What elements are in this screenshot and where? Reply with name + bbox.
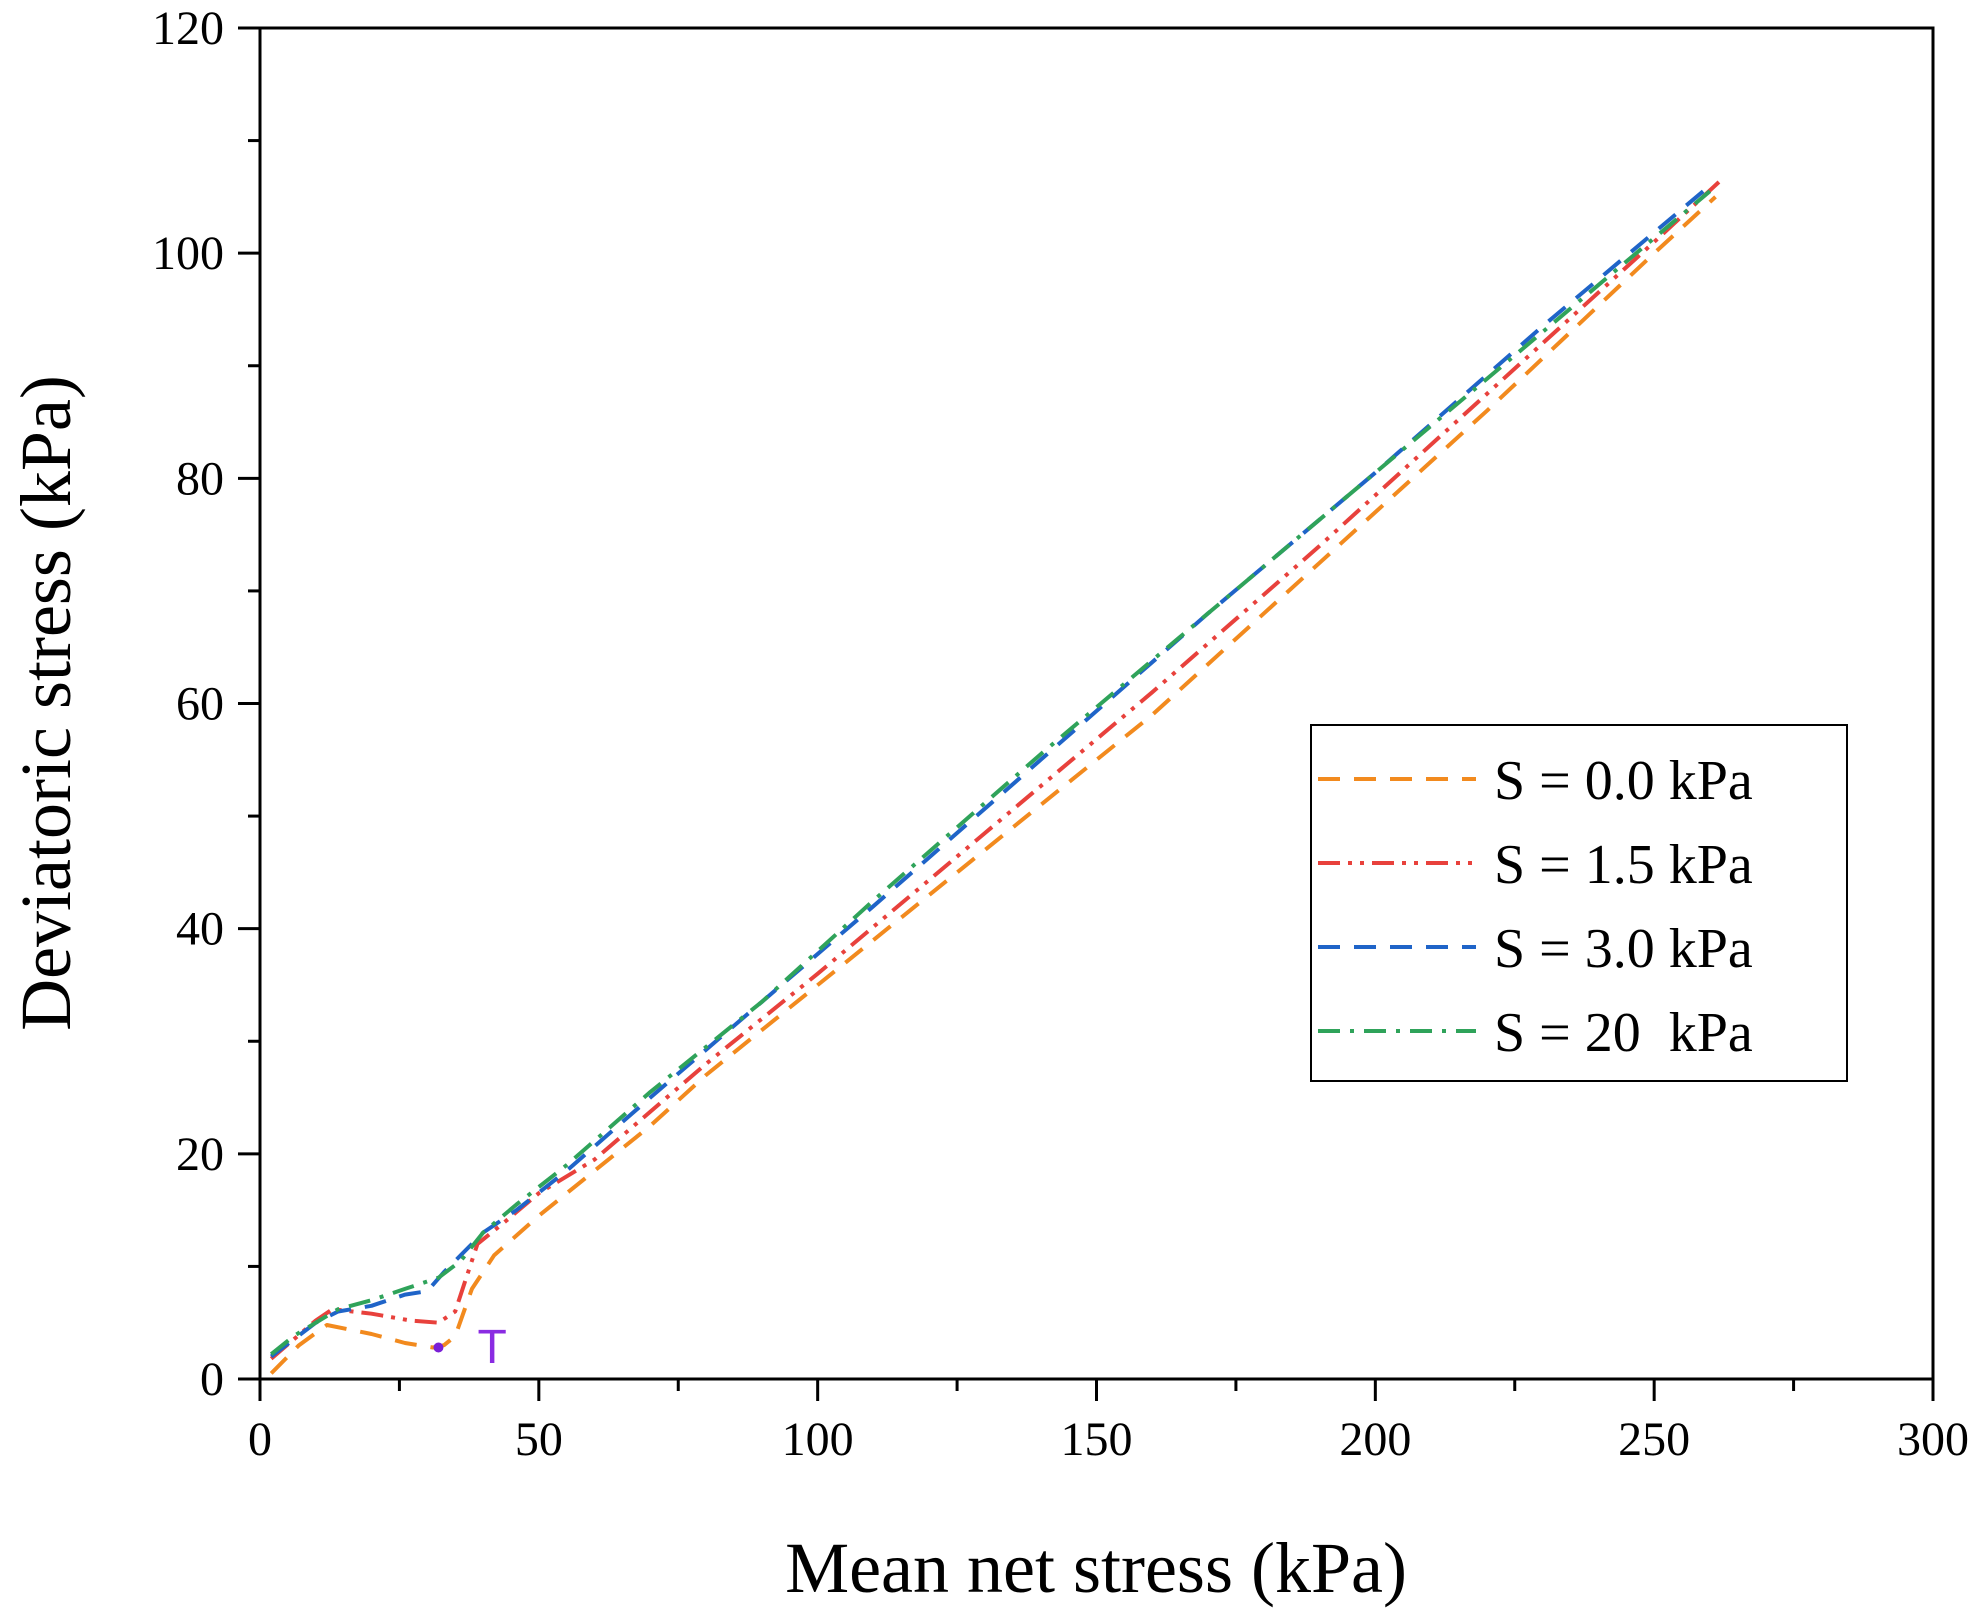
x-tick-label: 50 bbox=[515, 1413, 563, 1466]
legend-label-2: S = 1.5 kPa bbox=[1494, 834, 1753, 896]
series-lines bbox=[269, 178, 1723, 1375]
y-tick-label: 80 bbox=[176, 452, 224, 505]
legend-label-4: S = 20 kPa bbox=[1494, 1002, 1753, 1064]
series-line-2 bbox=[269, 178, 1723, 1361]
x-tick-label: 300 bbox=[1897, 1413, 1969, 1466]
annotation-label: T bbox=[477, 1321, 506, 1374]
y-tick-label: 120 bbox=[152, 2, 224, 55]
y-tick-label: 40 bbox=[176, 903, 224, 956]
series-line-4 bbox=[269, 189, 1712, 1356]
plot-frame bbox=[258, 26, 1935, 1381]
annotations: T bbox=[433, 1321, 507, 1374]
legend-box bbox=[1310, 724, 1848, 1082]
x-tick-label: 150 bbox=[1061, 1413, 1133, 1466]
x-tick-label: 200 bbox=[1339, 1413, 1411, 1466]
y-axis-title: Deviatoric stress (kPa) bbox=[6, 375, 86, 1031]
series-line-1 bbox=[269, 195, 1717, 1375]
x-axis-title: Mean net stress (kPa) bbox=[785, 1528, 1407, 1608]
marker-point bbox=[433, 1342, 444, 1353]
y-tick-label: 20 bbox=[176, 1128, 224, 1181]
y-tick-label: 100 bbox=[152, 227, 224, 280]
y-tick-labels: 0 20 40 60 80 100 120 bbox=[152, 2, 224, 1406]
legend-label-1: S = 0.0 kPa bbox=[1494, 750, 1753, 812]
x-tick-label: 100 bbox=[782, 1413, 854, 1466]
y-tick-label: 0 bbox=[200, 1353, 224, 1406]
legend: S = 0.0 kPa S = 1.5 kPa S = 3.0 kPa S = 20 … bbox=[1310, 724, 1848, 1082]
axes-ticks bbox=[238, 26, 1935, 1401]
legend-label-3: S = 3.0 kPa bbox=[1494, 918, 1753, 980]
x-tick-label: 0 bbox=[248, 1413, 272, 1466]
x-tick-label: 250 bbox=[1618, 1413, 1690, 1466]
y-tick-label: 60 bbox=[176, 678, 224, 731]
x-tick-labels: 0 50 100 150 200 250 300 bbox=[248, 1413, 1969, 1466]
